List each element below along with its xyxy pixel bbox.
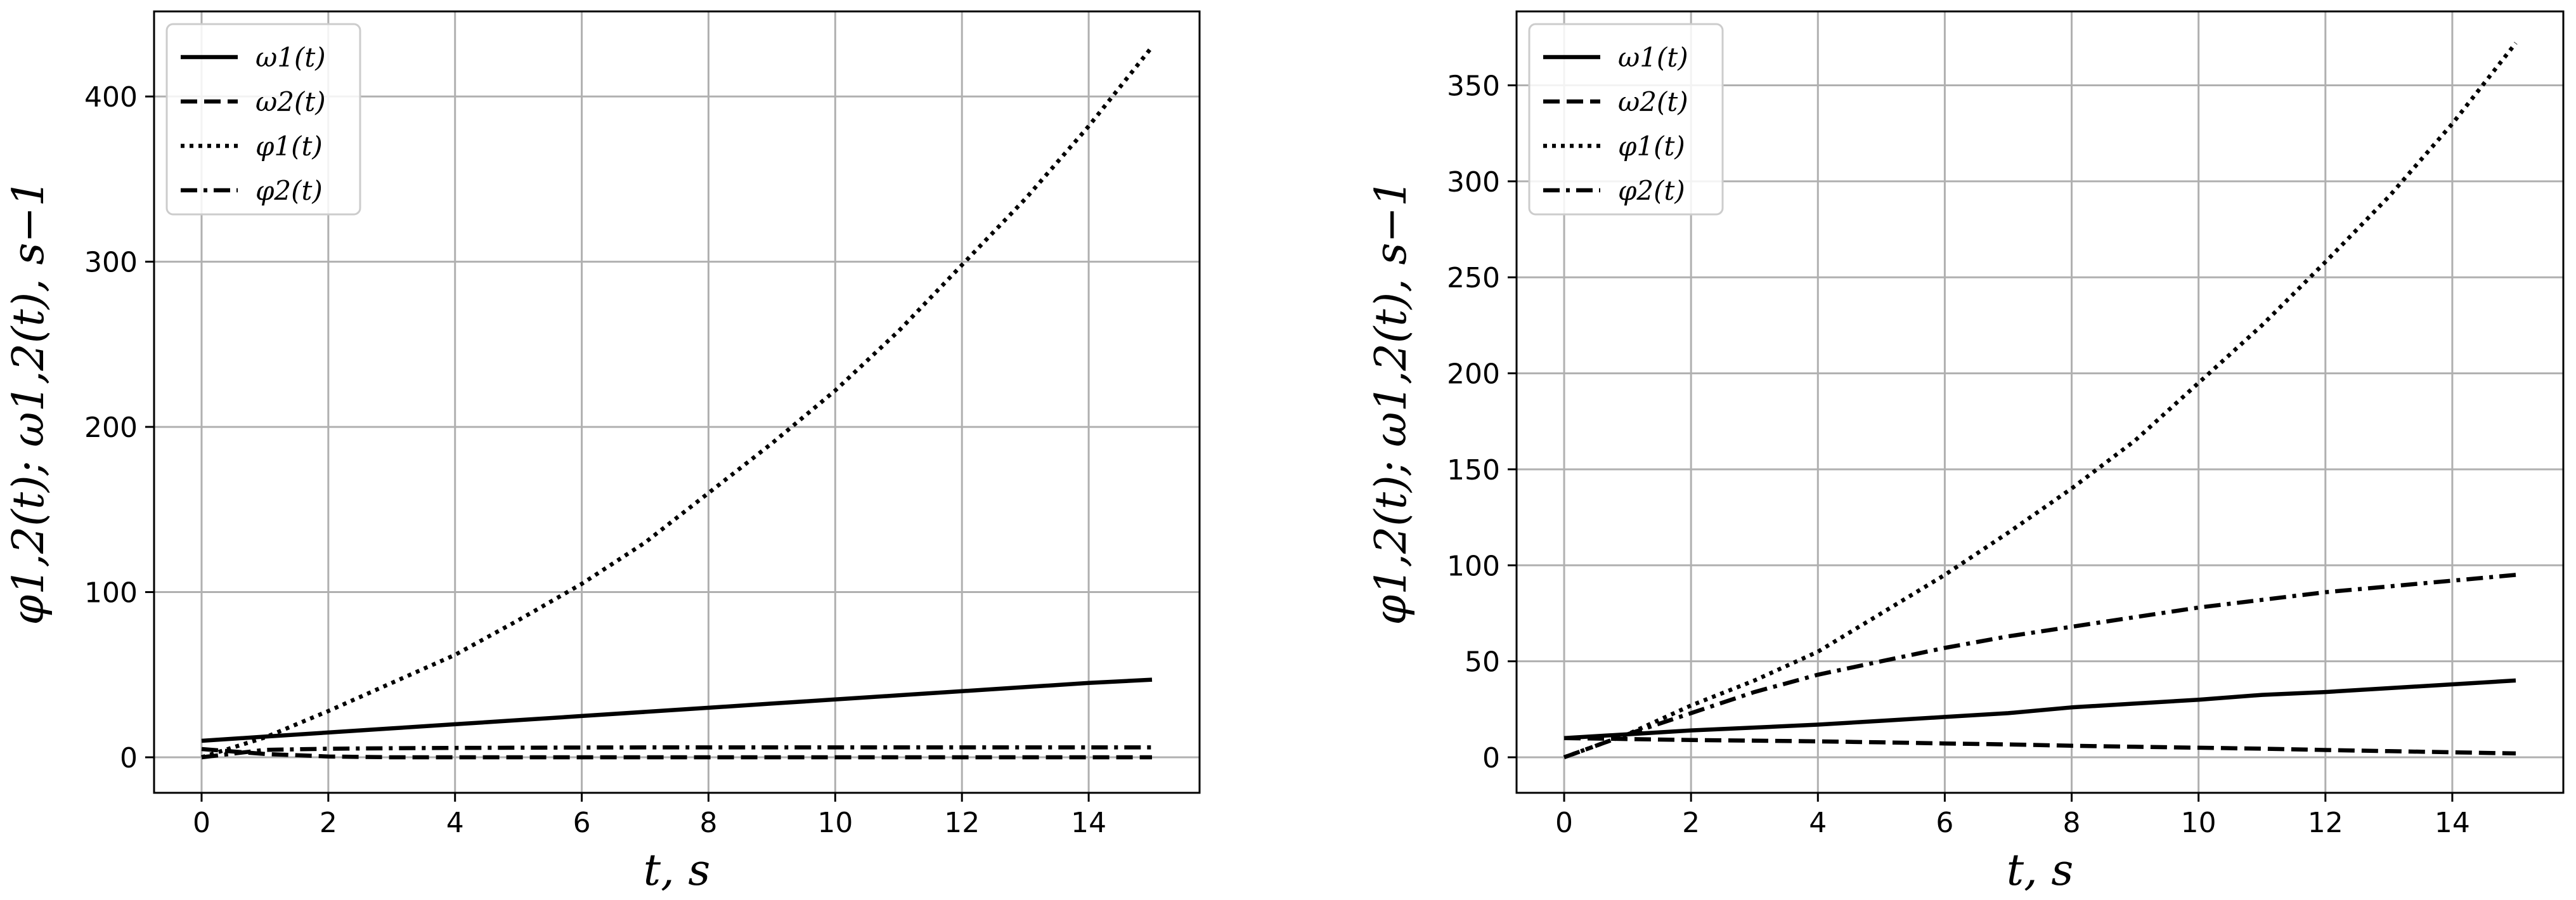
y-tick-label: 400	[84, 81, 138, 114]
legend-label-1: ω1(t)	[256, 42, 326, 73]
y-axis-label: φ1,2(t); ω1,2(t), s−1	[1366, 179, 1416, 625]
y-tick-label: 150	[1447, 454, 1500, 486]
legend-label-4: φ2(t)	[256, 175, 323, 206]
y-tick-label: 200	[1447, 358, 1500, 391]
x-tick-label: 2	[320, 807, 337, 839]
x-tick-label: 14	[1071, 807, 1106, 839]
legend-box	[1528, 23, 1724, 216]
legend-label-3: φ1(t)	[256, 131, 323, 162]
series-line-3	[1563, 41, 2518, 760]
series-line-1	[1563, 678, 2516, 740]
series-line-4	[1563, 573, 2516, 760]
legend-label-1: ω1(t)	[1618, 42, 1688, 73]
x-tick-label: 4	[446, 807, 464, 839]
y-tick-label: 200	[84, 412, 138, 444]
y-axis-label: φ1,2(t); ω1,2(t), s−1	[4, 179, 54, 625]
y-tick-label: 300	[1447, 166, 1500, 199]
legend-box	[165, 23, 361, 216]
x-tick-label: 2	[1682, 807, 1700, 839]
x-tick-label: 12	[944, 807, 980, 839]
series-line-4	[201, 745, 1152, 760]
y-tick-label: 100	[84, 577, 138, 610]
x-tick-label: 0	[1555, 807, 1573, 839]
x-axis-label: t, s	[644, 845, 710, 896]
y-tick-label: 0	[120, 742, 138, 774]
x-tick-label: 8	[699, 807, 717, 839]
y-tick-label: 50	[1465, 646, 1500, 679]
x-tick-label: 6	[573, 807, 591, 839]
x-tick-label: 6	[1936, 807, 1953, 839]
y-tick-label: 100	[1447, 550, 1500, 582]
x-tick-label: 12	[2308, 807, 2343, 839]
x-tick-label: 14	[2435, 807, 2470, 839]
y-tick-label: 0	[1482, 742, 1500, 774]
legend-label-2: ω2(t)	[256, 86, 326, 117]
legend-label-3: φ1(t)	[1618, 131, 1685, 162]
series-line-1	[201, 677, 1153, 743]
x-tick-label: 8	[2063, 807, 2081, 839]
x-tick-label: 10	[817, 807, 853, 839]
chart-panel-1: 0 2 4 6 8 10 12 14 0 100 200 300 400 t, s φ1,2(t); ω1,…	[4, 10, 1201, 896]
chart-panel-2: 0 2 4 6 8 10 12 14 0 50 100 150 200 250 300 350 t, s φ1,2…	[1366, 10, 2565, 896]
x-tick-label: 4	[1809, 807, 1827, 839]
y-tick-label: 250	[1447, 262, 1500, 294]
series-line-2	[1563, 736, 2516, 756]
legend-label-4: φ2(t)	[1618, 175, 1685, 206]
x-tick-label: 10	[2181, 807, 2217, 839]
plot-frame	[1515, 10, 2565, 794]
x-tick-label: 0	[193, 807, 210, 839]
series-line-3	[201, 45, 1154, 760]
legend-label-2: ω2(t)	[1618, 86, 1688, 117]
y-tick-label: 300	[84, 247, 138, 279]
x-axis-label: t, s	[2007, 845, 2073, 896]
series-line-2	[201, 747, 1152, 760]
y-tick-label: 350	[1447, 70, 1500, 103]
plot-frame	[153, 10, 1201, 794]
